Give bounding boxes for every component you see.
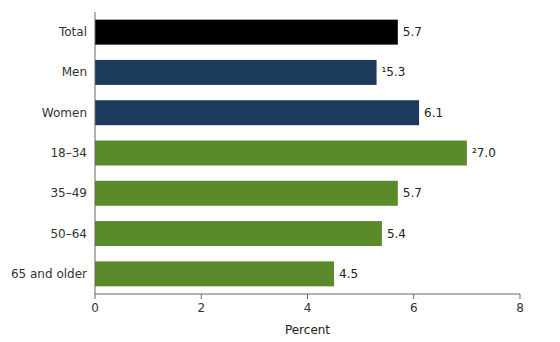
- data-label: 5.7: [403, 186, 422, 200]
- bar: [95, 141, 467, 166]
- data-label: 6.1: [424, 106, 443, 120]
- data-label: 4.5: [339, 267, 358, 281]
- category-label: 18–34: [50, 146, 87, 160]
- chart-container: 5.7 ¹5.3 6.1 ²7.0 5.7 5.4 4.5 Total Men Women 18–3…: [0, 0, 560, 342]
- data-label: 5.7: [403, 25, 422, 39]
- x-tick: [95, 294, 96, 299]
- data-label: ¹5.3: [382, 65, 406, 79]
- x-axis: 0 2 4 6 8: [91, 294, 524, 315]
- bar: [95, 261, 334, 286]
- x-tick: [307, 294, 308, 299]
- bar: [95, 181, 398, 206]
- y-axis: Total Men Women 18–34 35–49 50–64 65 and older: [11, 12, 95, 294]
- x-tick-label: 4: [304, 301, 312, 315]
- category-label: Total: [58, 25, 87, 39]
- category-label: 50–64: [50, 227, 87, 241]
- data-label: ²7.0: [472, 146, 496, 160]
- data-labels: 5.7 ¹5.3 6.1 ²7.0 5.7 5.4 4.5: [339, 25, 496, 281]
- x-tick-label: 8: [516, 301, 524, 315]
- bar: [95, 20, 398, 45]
- x-tick-label: 0: [91, 301, 99, 315]
- x-tick: [520, 294, 521, 299]
- x-tick: [201, 294, 202, 299]
- x-tick: [413, 294, 414, 299]
- bars: [95, 20, 467, 287]
- bar: [95, 100, 419, 125]
- y-axis-line: [95, 12, 96, 294]
- x-tick-label: 2: [197, 301, 205, 315]
- category-label: 35–49: [50, 186, 87, 200]
- bar: [95, 60, 377, 85]
- bar: [95, 221, 382, 246]
- category-label: Women: [42, 106, 87, 120]
- data-label: 5.4: [387, 227, 406, 241]
- category-label: Men: [62, 65, 87, 79]
- x-axis-title: Percent: [285, 323, 330, 337]
- category-label: 65 and older: [11, 267, 87, 281]
- chart: 5.7 ¹5.3 6.1 ²7.0 5.7 5.4 4.5 Total Men Women 18–3…: [0, 0, 560, 342]
- x-tick-label: 6: [410, 301, 418, 315]
